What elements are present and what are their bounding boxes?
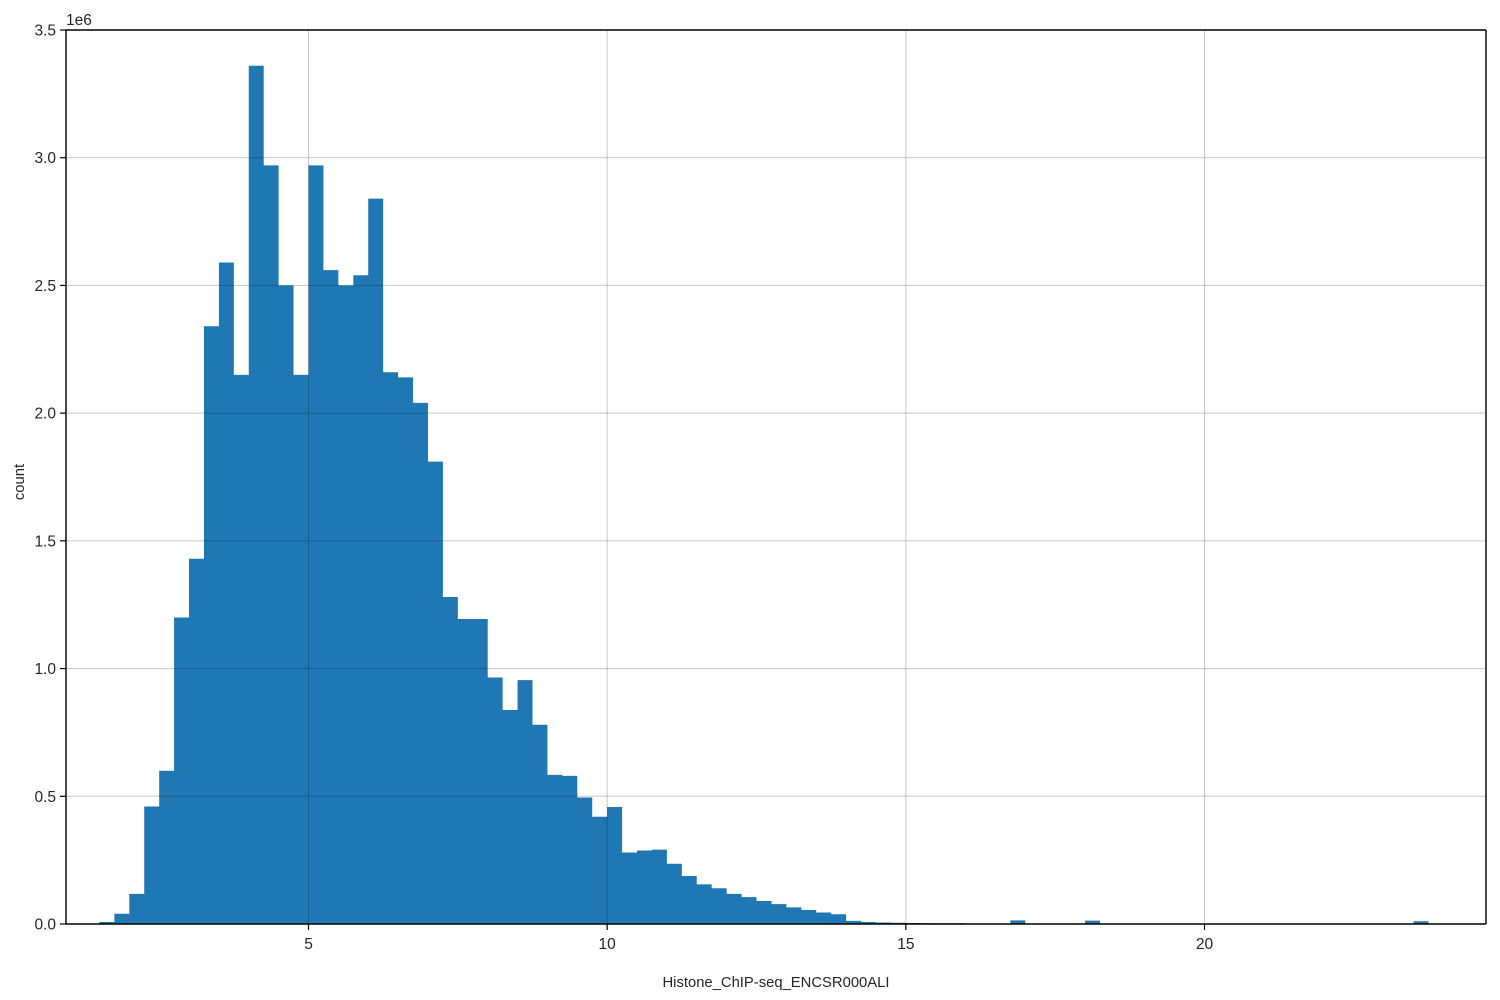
svg-text:5: 5: [304, 936, 313, 953]
svg-text:2.0: 2.0: [34, 406, 56, 423]
svg-text:15: 15: [897, 936, 914, 953]
svg-text:2.5: 2.5: [34, 278, 56, 295]
svg-text:3.5: 3.5: [34, 23, 56, 40]
svg-text:0.0: 0.0: [34, 917, 56, 934]
svg-text:3.0: 3.0: [34, 150, 56, 167]
svg-text:0.5: 0.5: [34, 789, 56, 806]
svg-text:20: 20: [1196, 936, 1214, 953]
svg-text:1.5: 1.5: [34, 533, 56, 550]
svg-text:1.0: 1.0: [34, 661, 56, 678]
svg-text:Histone_ChIP-seq_ENCSR000ALI: Histone_ChIP-seq_ENCSR000ALI: [662, 975, 889, 991]
svg-text:count: count: [12, 464, 28, 500]
svg-text:10: 10: [599, 936, 617, 953]
svg-text:1e6: 1e6: [66, 12, 92, 29]
